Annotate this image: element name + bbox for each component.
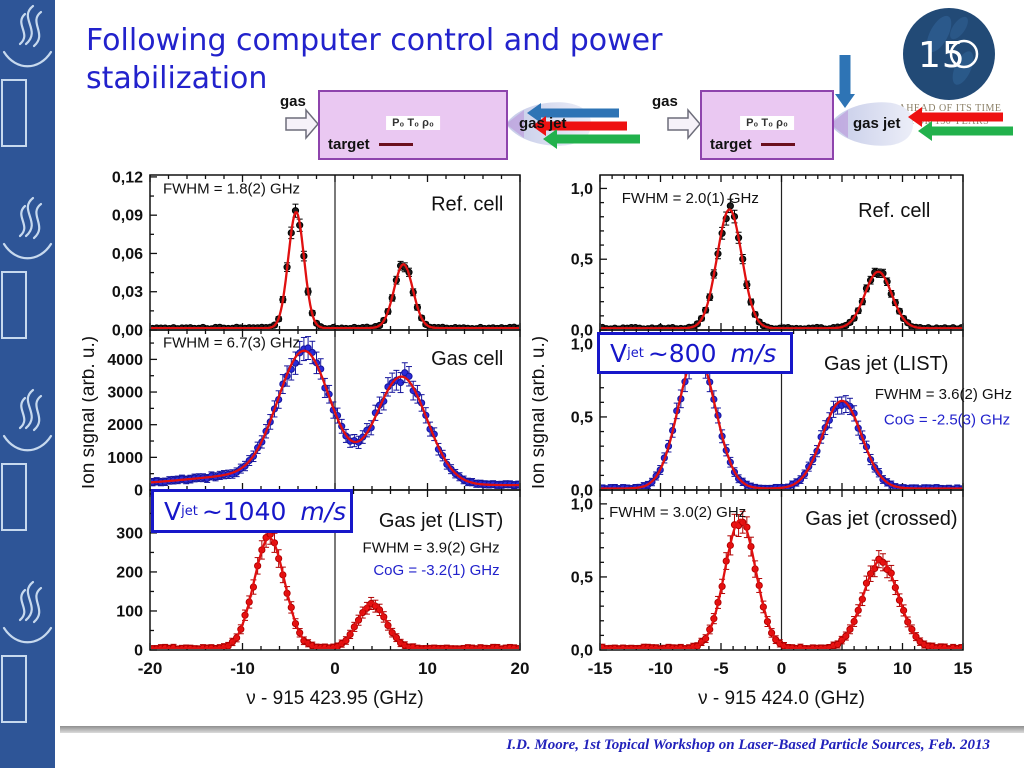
svg-text:FWHM = 6.7(3) GHz: FWHM = 6.7(3) GHz	[163, 335, 300, 352]
torch-emblem-icon	[1, 388, 53, 531]
svg-text:CoG = -2.5(3) GHz: CoG = -2.5(3) GHz	[884, 411, 1010, 428]
svg-text:300: 300	[116, 525, 143, 542]
svg-text:1,0: 1,0	[571, 336, 593, 353]
gas-inlet-arrow	[667, 107, 701, 141]
footer-credit: I.D. Moore, 1st Topical Workshop on Lase…	[506, 737, 991, 753]
torch-emblem-icon	[1, 580, 53, 723]
svg-text:0,03: 0,03	[112, 284, 143, 301]
gas-label: gas	[652, 93, 678, 110]
footer-divider	[60, 726, 1024, 733]
svg-text:ν - 915 424.0 (GHz): ν - 915 424.0 (GHz)	[698, 688, 865, 709]
svg-text:Ref. cell: Ref. cell	[858, 200, 930, 222]
svg-text:Ref. cell: Ref. cell	[431, 194, 503, 216]
svg-text:15: 15	[954, 659, 973, 678]
svg-text:0,5: 0,5	[571, 569, 593, 586]
svg-text:0: 0	[134, 643, 143, 660]
svg-text:ν - 915 423.95 (GHz): ν - 915 423.95 (GHz)	[246, 688, 423, 709]
svg-text:FWHM = 3.6(2) GHz: FWHM = 3.6(2) GHz	[875, 386, 1012, 403]
svg-text:0: 0	[777, 659, 786, 678]
gas-jet-label: gas jet	[853, 115, 901, 132]
svg-text:200: 200	[116, 564, 143, 581]
svg-text:1,0: 1,0	[571, 181, 593, 198]
target-label: target	[328, 136, 413, 153]
svg-text:-10: -10	[648, 659, 673, 678]
svg-text:Ion signal (arb. u.): Ion signal (arb. u.)	[82, 336, 99, 489]
logo-caption-line2: FOR 150 YEARS	[910, 115, 990, 127]
svg-text:0,06: 0,06	[112, 246, 143, 263]
svg-text:1,0: 1,0	[571, 496, 593, 513]
svg-text:Gas jet (crossed): Gas jet (crossed)	[805, 508, 957, 530]
svg-text:0,12: 0,12	[112, 169, 143, 186]
svg-text:0,09: 0,09	[112, 208, 143, 225]
gas-inlet-arrow	[285, 107, 319, 141]
svg-text:Gas jet (LIST): Gas jet (LIST)	[824, 353, 948, 375]
svg-text:FWHM = 2.0(1) GHz: FWHM = 2.0(1) GHz	[622, 190, 759, 207]
gas-parameters-label: P₀ T₀ ρ₀	[740, 116, 794, 130]
svg-text:-10: -10	[230, 659, 255, 678]
svg-text:-20: -20	[138, 659, 163, 678]
svg-text:0: 0	[330, 659, 339, 678]
page-title: Following computer control and power sta…	[86, 23, 663, 96]
green-laser-arrow	[543, 129, 640, 149]
svg-text:Gas jet (LIST): Gas jet (LIST)	[379, 510, 503, 532]
anniversary-150-logo: 15	[903, 8, 995, 100]
blue-laser-arrow	[835, 55, 855, 108]
gas-label: gas	[280, 93, 306, 110]
svg-text:Ion signal (arb. u.): Ion signal (arb. u.)	[532, 336, 549, 489]
torch-emblem-icon	[1, 196, 53, 339]
gas-cell-box: P₀ T₀ ρ₀ target	[700, 90, 834, 160]
logo-caption-line1: AHEAD OF ITS TIME	[898, 103, 1002, 114]
svg-text:FWHM = 3.9(2) GHz: FWHM = 3.9(2) GHz	[363, 539, 500, 556]
svg-text:Gas cell: Gas cell	[431, 348, 503, 370]
svg-text:5: 5	[837, 659, 846, 678]
gas-jet-label: gas jet	[519, 115, 567, 132]
svg-text:CoG = -3.2(1) GHz: CoG = -3.2(1) GHz	[373, 562, 499, 579]
svg-text:10: 10	[893, 659, 912, 678]
sidebar-decoration	[0, 0, 55, 768]
target-line	[378, 143, 413, 146]
target-line	[760, 143, 795, 146]
svg-text:0: 0	[134, 483, 143, 500]
target-label: target	[710, 136, 795, 153]
svg-text:1000: 1000	[107, 450, 143, 467]
svg-text:0,5: 0,5	[571, 252, 593, 269]
svg-text:0,0: 0,0	[571, 323, 593, 340]
svg-text:FWHM = 3.0(2) GHz: FWHM = 3.0(2) GHz	[609, 504, 746, 521]
svg-text:-5: -5	[713, 659, 728, 678]
svg-text:-15: -15	[588, 659, 613, 678]
svg-text:FWHM = 1.8(2) GHz: FWHM = 1.8(2) GHz	[163, 181, 300, 198]
svg-text:2000: 2000	[107, 417, 143, 434]
svg-text:0,0: 0,0	[571, 483, 593, 500]
svg-text:0,5: 0,5	[571, 409, 593, 426]
svg-text:10: 10	[418, 659, 437, 678]
svg-text:20: 20	[511, 659, 530, 678]
logo-caption: AHEAD OF ITS TIME FOR 150 YEARS	[888, 103, 1012, 128]
chart-right: 0,0 0,5 1,0 FWHM = 2.0(1) GHz Ref. cell 0,0 0,…	[532, 174, 1012, 709]
svg-text:0,0: 0,0	[571, 643, 593, 660]
svg-text:0,00: 0,00	[112, 323, 143, 340]
svg-text:100: 100	[116, 603, 143, 620]
svg-text:3000: 3000	[107, 385, 143, 402]
svg-text:4000: 4000	[107, 352, 143, 369]
gas-parameters-label: P₀ T₀ ρ₀	[386, 116, 440, 130]
gas-cell-box: P₀ T₀ ρ₀ target	[318, 90, 508, 160]
torch-emblem-icon	[1, 4, 53, 147]
chart-left: 0,00 0,03 0,06 0,09 0,12 FWHM = 1.8(2) GHz Ref…	[82, 169, 530, 709]
